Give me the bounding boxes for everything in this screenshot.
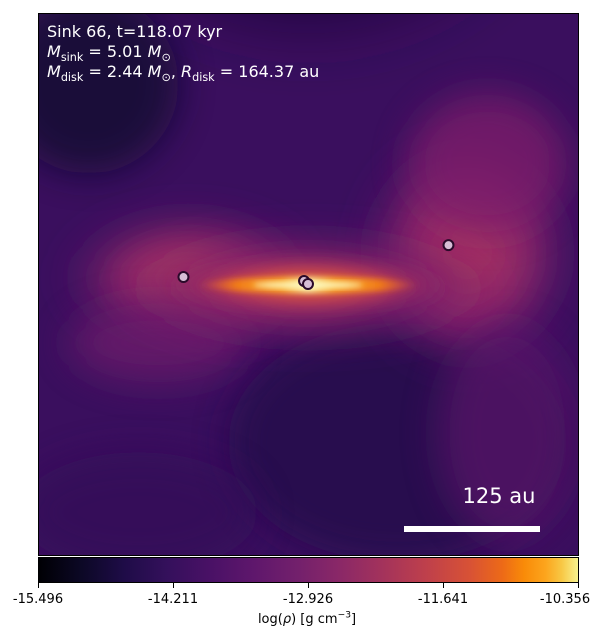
colorbar-tick-label: -15.496 bbox=[12, 592, 64, 607]
colorbar-label: log(ρ) [g cm−3] bbox=[207, 610, 407, 628]
density-image bbox=[39, 14, 578, 555]
disk-mass-value: = 2.44 bbox=[88, 62, 143, 81]
scale-bar-label: 125 au bbox=[462, 484, 536, 508]
colorbar-label-suffix: ] bbox=[350, 612, 357, 627]
colorbar-tick-label: -10.356 bbox=[539, 592, 591, 607]
disk-solar-mass-symbol: M bbox=[147, 62, 162, 81]
sink-right bbox=[442, 239, 455, 252]
colorbar-label-exponent: −3 bbox=[337, 610, 351, 621]
colorbar-tick bbox=[578, 583, 579, 588]
disk-annotation: Mdisk = 2.44 M⊙, Rdisk = 164.37 au bbox=[47, 62, 320, 85]
disk-radius-subscript: disk bbox=[192, 71, 215, 85]
sink-mass-annotation: Msink = 5.01 M⊙ bbox=[47, 42, 171, 65]
disk-solar-symbol: ⊙ bbox=[161, 71, 171, 85]
solar-mass-symbol: M bbox=[147, 42, 162, 61]
comma: , bbox=[170, 62, 182, 81]
sink-mass-subscript: sink bbox=[60, 51, 84, 65]
colorbar bbox=[38, 557, 579, 583]
colorbar-tick bbox=[173, 583, 174, 588]
colorbar-tick bbox=[308, 583, 309, 588]
colorbar-tick-label: -12.926 bbox=[282, 592, 334, 607]
density-map: Sink 66, t=118.07 kyr Msink = 5.01 M⊙ Md… bbox=[38, 13, 579, 556]
sink-time-text: Sink 66, t=118.07 kyr bbox=[47, 22, 223, 41]
sink-mass-symbol: M bbox=[47, 42, 61, 61]
disk-mass-subscript: disk bbox=[60, 71, 84, 85]
sink-mass-value: = 5.01 bbox=[88, 42, 143, 61]
colorbar-tick-label: -14.211 bbox=[147, 592, 199, 607]
sink-center-b bbox=[302, 278, 314, 290]
colorbar-tick bbox=[38, 583, 39, 588]
colorbar-tick-label: -11.641 bbox=[417, 592, 469, 607]
sink-markers bbox=[177, 239, 455, 290]
disk-mass-symbol: M bbox=[47, 62, 61, 81]
solar-symbol: ⊙ bbox=[161, 51, 171, 65]
colorbar-label-prefix: log( bbox=[257, 612, 283, 627]
sink-time-annotation: Sink 66, t=118.07 kyr bbox=[47, 22, 222, 41]
colorbar-tick bbox=[443, 583, 444, 588]
colorbar-label-units: ) [g cm bbox=[291, 612, 338, 627]
density-symbol: ρ bbox=[282, 612, 292, 627]
disk-radius-symbol: R bbox=[181, 62, 193, 81]
scale-bar bbox=[404, 526, 540, 532]
disk-radius-value: = 164.37 au bbox=[219, 62, 320, 81]
sink-left bbox=[177, 271, 190, 284]
